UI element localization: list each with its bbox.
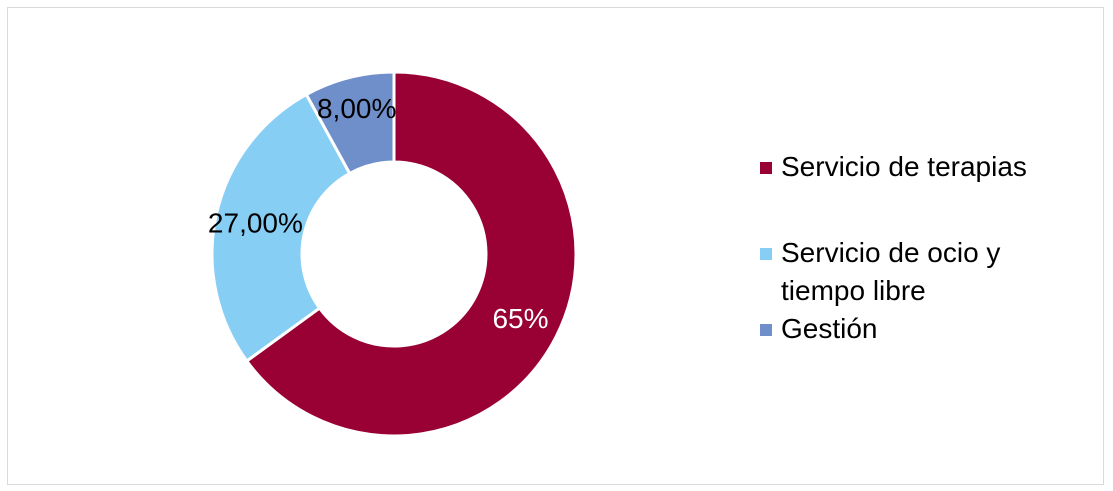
legend-label-terapias: Servicio de terapias: [781, 151, 1027, 182]
data-label-2: 8,00%: [317, 93, 396, 124]
legend-label-gestion: Gestión: [781, 313, 878, 344]
legend-item-ocio: Servicio de ocio y tiempo libre: [760, 234, 1051, 310]
legend-label-ocio: Servicio de ocio y tiempo libre: [781, 237, 1001, 306]
donut-slice-2: [304, 70, 396, 176]
data-label-1: 27,00%: [208, 208, 303, 239]
data-label-0: 65%: [492, 303, 548, 334]
legend-swatch-gestion: [760, 324, 772, 336]
legend-item-terapias: Servicio de terapias: [760, 148, 1051, 186]
legend-item-gestion: Gestión: [760, 310, 1051, 348]
donut-slice-0: [244, 70, 578, 438]
legend-swatch-terapias: [760, 162, 772, 174]
chart-area: 65% 27,00% 8,00% Servicio de terapias Serv…: [7, 7, 1104, 485]
donut-slice-1: [210, 92, 352, 364]
donut-chart: 65% 27,00% 8,00%: [208, 70, 578, 438]
legend-swatch-ocio: [760, 248, 772, 260]
